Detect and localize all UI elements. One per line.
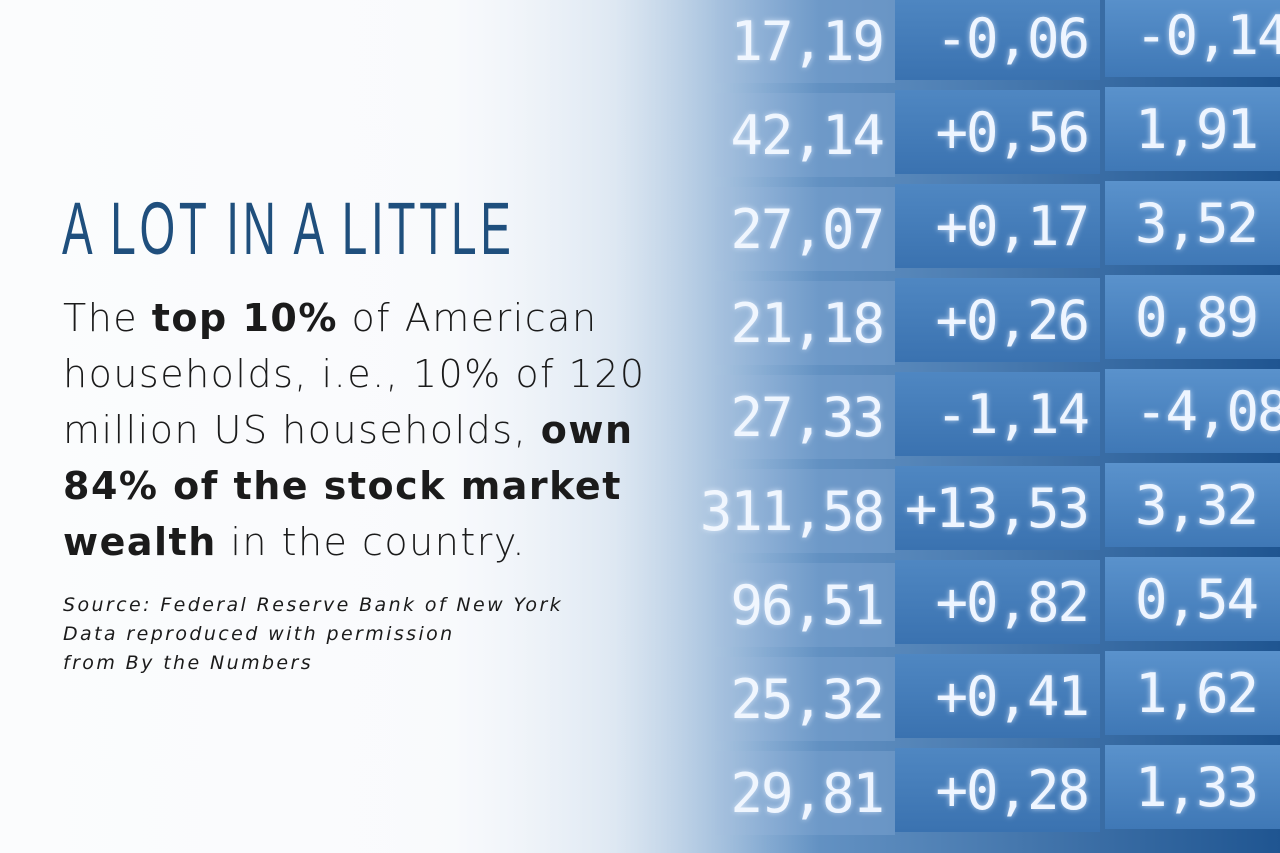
text: million US households, — [63, 408, 541, 452]
statement-line: 84% of the stock market — [63, 458, 646, 514]
statement: The top 10% of American households, i.e.,… — [63, 290, 646, 570]
statement-line: wealth in the country. — [63, 514, 646, 570]
text: of American — [337, 296, 598, 340]
source-line: Data reproduced with permission — [63, 623, 455, 645]
text: households, i.e., 10% of 120 — [63, 352, 646, 396]
source: Source: Federal Reserve Bank of New York… — [63, 591, 563, 678]
text: The — [63, 296, 152, 340]
statement-line: households, i.e., 10% of 120 — [63, 346, 646, 402]
statement-line: The top 10% of American — [63, 290, 646, 346]
statement-line: million US households, own — [63, 402, 646, 458]
bold-text: 84% of the stock market — [63, 464, 622, 508]
source-line: Source: Federal Reserve Bank of New York — [63, 594, 564, 616]
source-line: from By the Numbers — [63, 652, 314, 674]
bold-text: wealth — [63, 520, 217, 564]
text: in the country. — [216, 520, 526, 564]
title: A LOT IN A LITTLE — [62, 187, 515, 270]
bold-text: top 10% — [151, 296, 338, 340]
bold-text: own — [540, 408, 634, 452]
